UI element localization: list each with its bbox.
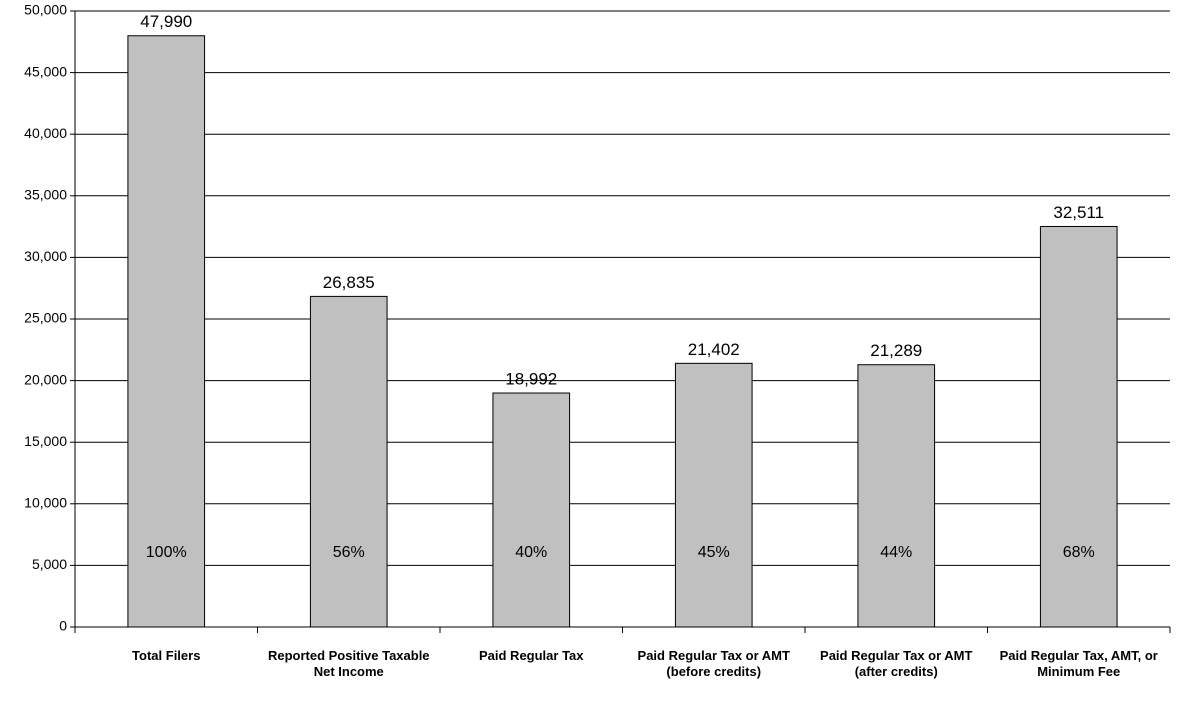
y-tick-label: 5,000 <box>32 556 67 572</box>
y-tick-label: 0 <box>59 618 67 634</box>
y-tick-label: 20,000 <box>24 371 67 387</box>
bar <box>1039 225 1118 628</box>
y-tick-label: 25,000 <box>24 310 67 326</box>
share-label: 40% <box>515 544 547 561</box>
share-label: 45% <box>698 544 730 561</box>
bar <box>492 392 571 628</box>
x-tick-label: Paid Regular Tax or AMT (before credits) <box>637 648 790 679</box>
bar <box>857 364 936 628</box>
y-tick-label: 35,000 <box>24 187 67 203</box>
value-label: 26,835 <box>323 273 375 292</box>
value-label: 47,990 <box>140 12 192 31</box>
y-tick-label: 50,000 <box>24 2 67 18</box>
value-label: 21,402 <box>688 340 740 359</box>
x-tick-label: Paid Regular Tax, AMT, or Minimum Fee <box>999 648 1158 679</box>
y-tick-label: 10,000 <box>24 495 67 511</box>
y-tick-label: 15,000 <box>24 433 67 449</box>
x-tick-label: Paid Regular Tax or AMT (after credits) <box>820 648 973 679</box>
bar <box>127 35 206 628</box>
share-label: 56% <box>333 544 365 561</box>
x-tick-label: Total Filers <box>132 648 201 663</box>
value-label: 21,289 <box>870 341 922 360</box>
share-label: 68% <box>1063 544 1095 561</box>
value-label: 18,992 <box>505 370 557 389</box>
share-label: 44% <box>880 544 912 561</box>
value-label: 32,511 <box>1053 203 1104 222</box>
bar <box>674 362 753 628</box>
y-tick-label: 40,000 <box>24 125 67 141</box>
y-tick-label: 45,000 <box>24 63 67 79</box>
share-label: 100% <box>146 544 187 561</box>
bar <box>309 295 388 628</box>
y-tick-label: 30,000 <box>24 248 67 264</box>
x-tick-label: Reported Positive Taxable Net Income <box>267 648 430 679</box>
x-tick-label: Paid Regular Tax <box>478 648 584 663</box>
